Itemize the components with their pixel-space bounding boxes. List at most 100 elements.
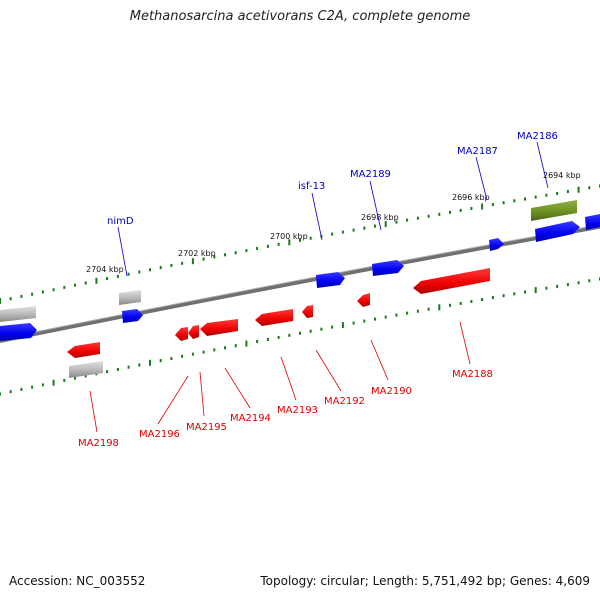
minor-tick xyxy=(524,197,526,201)
minor-tick xyxy=(513,199,516,203)
major-tick xyxy=(341,322,344,329)
minor-tick xyxy=(106,370,109,374)
minor-tick xyxy=(438,212,441,216)
major-tick xyxy=(0,298,1,304)
minor-tick xyxy=(459,301,462,305)
gene-label-MA2188[interactable]: MA2188 xyxy=(452,369,493,380)
gene-other[interactable] xyxy=(119,290,141,305)
minor-tick xyxy=(363,226,366,230)
gene-label-MA2193[interactable]: MA2193 xyxy=(277,405,318,416)
minor-tick xyxy=(588,279,591,283)
minor-tick xyxy=(288,333,291,337)
minor-tick xyxy=(20,294,23,298)
gene-label-MA2190[interactable]: MA2190 xyxy=(371,386,412,397)
minor-tick xyxy=(577,281,580,285)
minor-tick xyxy=(449,303,451,307)
major-tick xyxy=(245,340,248,347)
minor-tick xyxy=(331,232,334,236)
minor-tick xyxy=(74,283,76,287)
gene-label-isf-13[interactable]: isf-13 xyxy=(298,181,325,192)
minor-tick xyxy=(395,220,398,224)
reverse-gene-labels: MA2198 MA2196 MA2195 MA2194 MA2193 MA219… xyxy=(78,321,493,449)
other-genes[interactable] xyxy=(0,200,577,378)
minor-tick xyxy=(138,363,141,367)
minor-tick xyxy=(524,290,526,294)
minor-tick xyxy=(245,249,248,253)
gene-reverse-MA2193[interactable] xyxy=(255,309,293,326)
minor-tick xyxy=(406,218,409,222)
gene-reverse-MA2188[interactable] xyxy=(413,268,490,294)
gene-forward[interactable] xyxy=(585,214,600,230)
gene-forward-MA2189[interactable] xyxy=(372,260,404,276)
gene-other[interactable] xyxy=(69,361,103,378)
gene-other[interactable] xyxy=(0,306,36,322)
minor-tick xyxy=(395,313,398,317)
gene-label-nimD[interactable]: nimD xyxy=(107,216,134,227)
minor-tick xyxy=(181,354,184,358)
minor-tick xyxy=(31,292,34,296)
minor-tick xyxy=(352,321,355,325)
major-tick xyxy=(438,304,441,311)
gene-reverse-MA2190[interactable] xyxy=(357,293,370,307)
gene-forward[interactable] xyxy=(0,323,37,341)
gene-label-MA2186[interactable]: MA2186 xyxy=(517,131,558,142)
minor-tick xyxy=(299,238,301,242)
major-tick xyxy=(577,186,580,193)
minor-tick xyxy=(277,242,280,246)
minor-tick xyxy=(566,283,569,286)
forward-gene-labels: nimD isf-13 MA2189 MA2187 MA2186 xyxy=(107,131,558,277)
minor-tick xyxy=(491,296,494,300)
minor-tick xyxy=(449,210,451,214)
minor-tick xyxy=(534,195,537,199)
minor-tick xyxy=(588,186,591,190)
forward-genes[interactable] xyxy=(0,214,600,341)
gene-label-MA2194[interactable]: MA2194 xyxy=(230,413,271,424)
major-tick xyxy=(534,287,537,294)
minor-tick xyxy=(127,272,130,276)
genome-summary-text: Topology: circular; Length: 5,751,492 bp… xyxy=(260,574,590,588)
minor-tick xyxy=(299,331,301,335)
gene-label-MA2196[interactable]: MA2196 xyxy=(139,429,180,440)
minor-tick xyxy=(191,352,194,356)
gene-label-MA2189[interactable]: MA2189 xyxy=(350,169,391,180)
kbp-label: 2694 kbp xyxy=(543,171,581,180)
minor-tick xyxy=(427,214,430,218)
minor-tick xyxy=(491,203,494,207)
minor-tick xyxy=(331,325,334,329)
minor-tick xyxy=(63,285,66,289)
minor-tick xyxy=(31,385,34,389)
minor-tick xyxy=(116,367,119,371)
gene-reverse-MA2194[interactable] xyxy=(200,319,238,336)
minor-tick xyxy=(545,193,548,197)
gene-reverse-MA2195[interactable] xyxy=(188,325,199,339)
kbp-label: 2700 kbp xyxy=(270,232,308,241)
gene-label-MA2195[interactable]: MA2195 xyxy=(186,422,227,433)
genome-backbone xyxy=(0,224,600,344)
minor-tick xyxy=(159,266,162,270)
minor-tick xyxy=(545,286,548,290)
gene-reverse-MA2198[interactable] xyxy=(67,342,100,358)
minor-tick xyxy=(266,244,269,248)
minor-tick xyxy=(106,277,109,281)
minor-tick xyxy=(170,357,173,360)
gene-forward-MA2187[interactable] xyxy=(489,238,504,251)
gene-label-MA2192[interactable]: MA2192 xyxy=(324,396,365,407)
minor-tick xyxy=(52,288,55,292)
kbp-label: 2696 kbp xyxy=(452,193,490,202)
gene-rna-MA2186[interactable] xyxy=(531,200,577,221)
minor-tick xyxy=(63,378,66,382)
gene-forward[interactable] xyxy=(535,221,580,242)
gene-label-MA2198[interactable]: MA2198 xyxy=(78,438,119,449)
minor-tick xyxy=(9,297,12,301)
reverse-genes[interactable] xyxy=(67,268,490,358)
gene-reverse-MA2196[interactable] xyxy=(175,327,188,341)
gene-forward[interactable] xyxy=(316,272,345,288)
gene-reverse-MA2192[interactable] xyxy=(302,305,313,318)
gene-label-MA2187[interactable]: MA2187 xyxy=(457,146,498,157)
gene-forward-nimD[interactable] xyxy=(122,309,143,323)
kbp-label: 2702 kbp xyxy=(178,249,216,258)
minor-tick xyxy=(427,307,430,311)
minor-tick xyxy=(320,327,323,331)
minor-tick xyxy=(416,216,419,220)
minor-tick xyxy=(374,224,376,228)
